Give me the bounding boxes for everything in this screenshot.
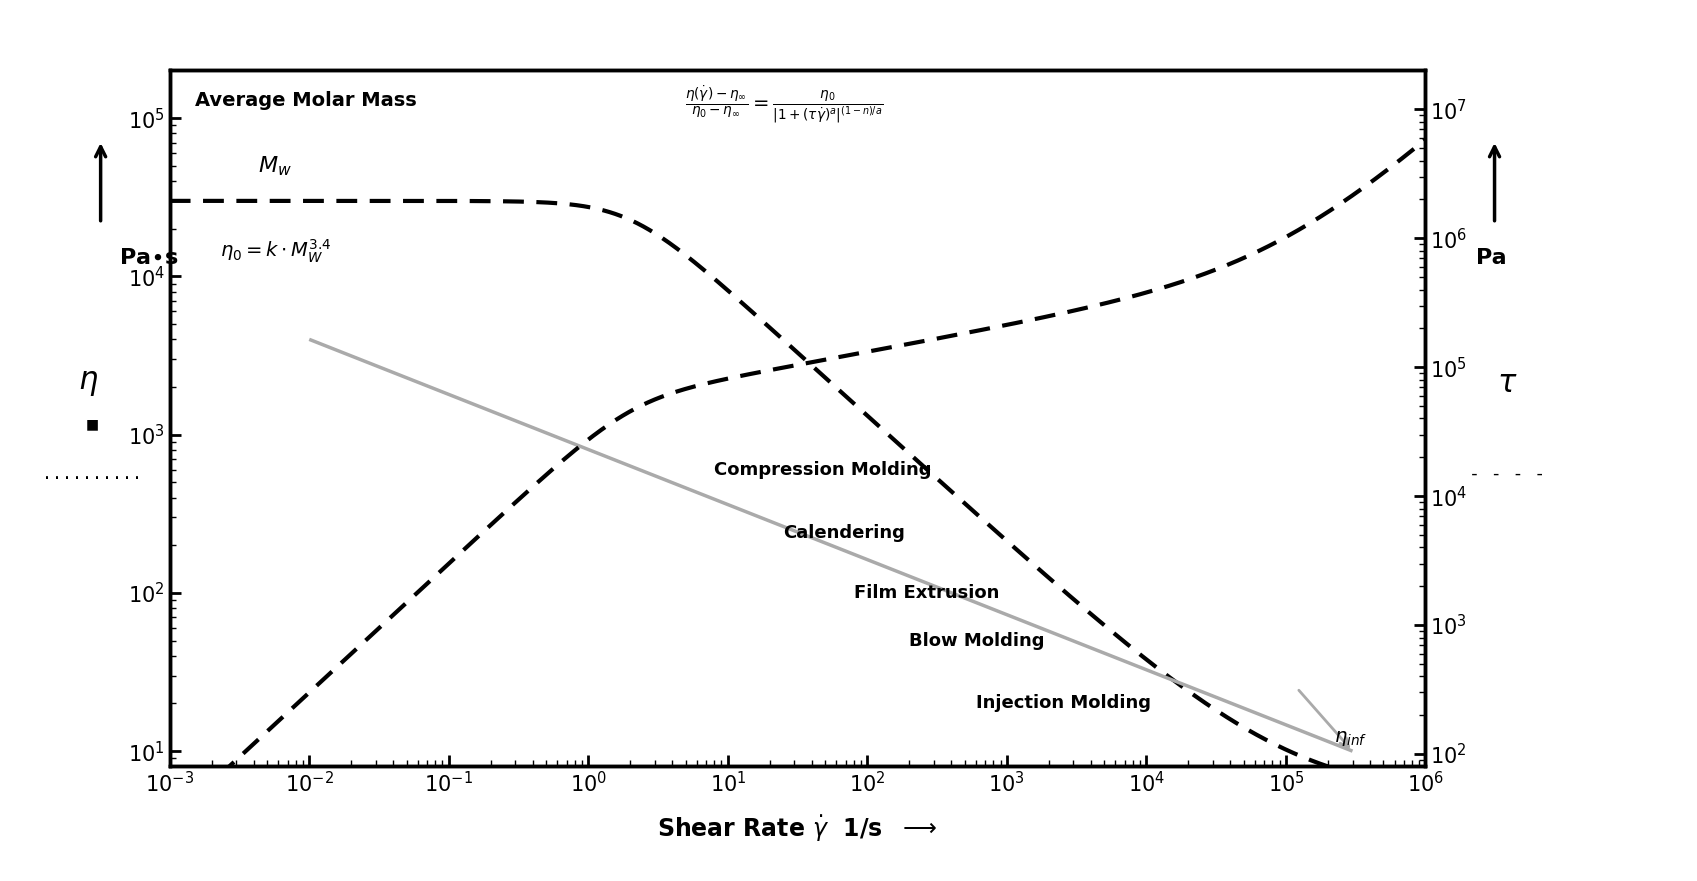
Text: Pa: Pa bbox=[1476, 248, 1507, 269]
Text: Average Molar Mass: Average Molar Mass bbox=[195, 92, 416, 110]
Text: $\eta$: $\eta$ bbox=[78, 369, 98, 398]
Text: $\eta_0 = k \cdot M_W^{3.4}$: $\eta_0 = k \cdot M_W^{3.4}$ bbox=[221, 238, 331, 265]
Text: $\blacksquare$: $\blacksquare$ bbox=[85, 418, 98, 433]
Text: ..........: .......... bbox=[42, 465, 143, 483]
Text: Pa$\bullet$s: Pa$\bullet$s bbox=[119, 248, 178, 269]
Text: $\eta_{inf}$: $\eta_{inf}$ bbox=[1334, 729, 1368, 748]
Text: - - - -: - - - - bbox=[1470, 465, 1546, 483]
Text: Injection Molding: Injection Molding bbox=[976, 694, 1151, 713]
Text: $M_w$: $M_w$ bbox=[258, 154, 292, 178]
X-axis label: Shear Rate $\dot{\gamma}$  1/s  $\longrightarrow$: Shear Rate $\dot{\gamma}$ 1/s $\longrigh… bbox=[657, 813, 938, 844]
Text: Compression Molding: Compression Molding bbox=[714, 461, 932, 478]
Text: Film Extrusion: Film Extrusion bbox=[854, 584, 1000, 602]
Text: Blow Molding: Blow Molding bbox=[910, 632, 1045, 649]
Text: $\frac{\eta(\dot{\gamma}) - \eta_{\infty}}{\eta_0 - \eta_{\infty}} = \frac{\eta_: $\frac{\eta(\dot{\gamma}) - \eta_{\infty… bbox=[684, 85, 882, 126]
Text: $\tau$: $\tau$ bbox=[1497, 369, 1517, 398]
Text: Calendering: Calendering bbox=[784, 523, 905, 542]
